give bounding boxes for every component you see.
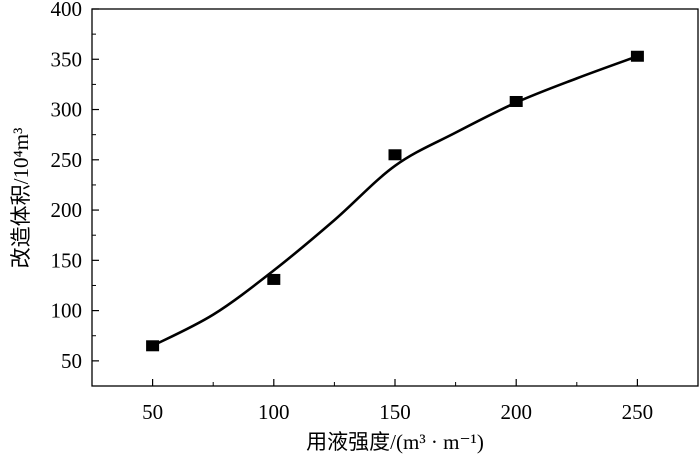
data-point (267, 273, 281, 285)
y-tick-label: 350 (51, 47, 83, 71)
data-point (509, 95, 523, 107)
y-axis-label: 改造体积/10⁴m³ (9, 128, 33, 269)
x-tick-label: 100 (258, 400, 290, 424)
fit-curve-line (152, 55, 638, 347)
data-point (388, 149, 402, 161)
x-tick-label: 150 (379, 400, 411, 424)
y-tick-label: 100 (51, 299, 83, 323)
axis-ticks (92, 8, 639, 386)
tick-labels: 50 100 150 200 250 50 100 150 200 250 300 350 400 (51, 0, 654, 424)
data-point (630, 50, 644, 62)
y-tick-label: 200 (51, 198, 83, 222)
plot-frame (91, 8, 699, 387)
y-tick-label: 150 (51, 248, 83, 272)
data-point (146, 340, 160, 352)
x-tick-label: 250 (622, 400, 654, 424)
y-tick-label: 300 (51, 98, 83, 122)
y-tick-label: 400 (51, 0, 83, 21)
y-tick-label: 250 (51, 148, 83, 172)
data-points (146, 50, 644, 352)
x-tick-label: 50 (142, 400, 163, 424)
x-tick-label: 200 (500, 400, 532, 424)
y-tick-label: 50 (61, 349, 82, 373)
x-axis-label: 用液强度/(m³ · m⁻¹) (306, 430, 484, 454)
